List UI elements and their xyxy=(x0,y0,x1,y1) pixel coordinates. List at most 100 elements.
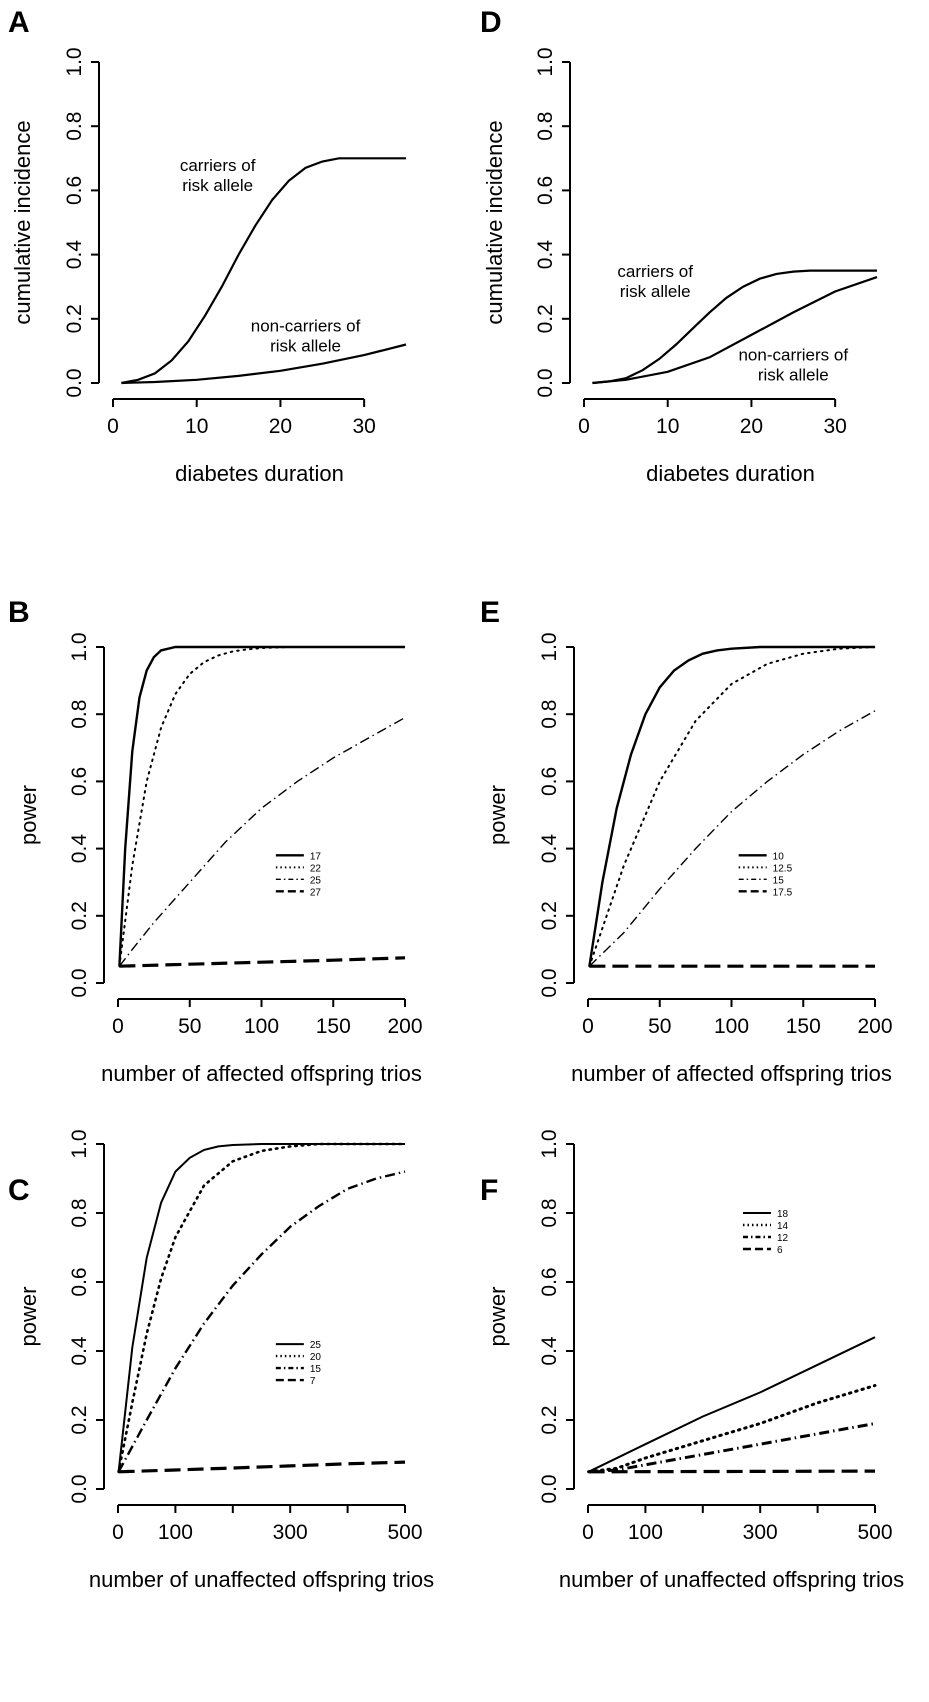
legend-label: 10 xyxy=(773,851,785,862)
x-tick-label: 300 xyxy=(273,1521,308,1544)
series-line-25 xyxy=(117,1143,405,1472)
legend-label: 12.5 xyxy=(773,863,793,874)
y-axis-title: cumulative incidence xyxy=(482,120,507,324)
y-tick-label: 0.0 xyxy=(538,1474,561,1503)
y-tick-label: 0.4 xyxy=(538,1336,561,1366)
x-tick-label: 30 xyxy=(823,415,846,438)
x-tick-label: 200 xyxy=(387,1015,422,1038)
series-line-22 xyxy=(118,646,406,968)
x-axis: 0 50 100 150 200 xyxy=(582,998,893,1038)
x-axis-title: diabetes duration xyxy=(646,461,815,486)
x-axis-title: diabetes duration xyxy=(175,461,344,486)
curve-annotation: non-carriers of risk allele xyxy=(738,346,848,385)
legend-label: 7 xyxy=(310,1376,316,1387)
series-line-1 xyxy=(121,157,406,385)
x-axis-title: number of unaffected offspring trios xyxy=(559,1567,904,1592)
y-tick-label: 0.2 xyxy=(538,901,561,930)
annotation-line: risk allele xyxy=(182,176,253,195)
x-tick-label: 0 xyxy=(582,1015,594,1038)
series-line-10 xyxy=(588,645,875,967)
legend-label: 14 xyxy=(777,1221,789,1232)
x-tick-label: 150 xyxy=(316,1015,351,1038)
series-line-2 xyxy=(121,343,407,385)
y-tick-label: 0.2 xyxy=(534,304,557,333)
x-tick-label: 50 xyxy=(648,1015,671,1038)
y-tick-label: 0.2 xyxy=(68,901,91,930)
y-axis: 0.0 0.2 0.4 0.6 0.8 1.0 xyxy=(68,632,105,998)
panel-letter: C xyxy=(8,1174,30,1207)
x-tick-label: 50 xyxy=(178,1015,201,1038)
panel-f: F 0.0 0.2 0.4 0.6 0.8 1.0 0 100 300 500 number of u… xyxy=(480,1129,904,1592)
y-tick-label: 1.0 xyxy=(68,1129,91,1158)
y-tick-label: 1.0 xyxy=(534,47,557,76)
x-tick-label: 300 xyxy=(743,1521,778,1544)
y-tick-label: 0.8 xyxy=(538,700,561,729)
y-tick-label: 0.8 xyxy=(534,112,557,141)
y-tick-label: 0.4 xyxy=(538,834,561,864)
x-axis-title: number of affected offspring trios xyxy=(571,1061,892,1086)
y-axis-title: power xyxy=(16,1287,41,1347)
y-tick-label: 0.0 xyxy=(534,368,557,397)
series-line-15 xyxy=(588,710,876,967)
series-line-20 xyxy=(117,1142,407,1474)
y-tick-label: 0.8 xyxy=(68,700,91,729)
y-axis-title: cumulative incidence xyxy=(10,120,35,324)
series-line-27 xyxy=(119,956,406,968)
legend-label: 15 xyxy=(773,875,785,886)
y-axis: 0.0 0.2 0.4 0.6 0.8 1.0 xyxy=(68,1129,105,1504)
legend-label: 27 xyxy=(310,887,322,898)
series-line-17 xyxy=(118,645,405,967)
legend-label: 12 xyxy=(777,1233,789,1244)
x-tick-label: 100 xyxy=(158,1521,193,1544)
panel-b: B 0.0 0.2 0.4 0.6 0.8 1.0 0 50 100 150 200 number of… xyxy=(8,596,423,1086)
x-tick-label: 10 xyxy=(185,415,208,438)
y-tick-label: 0.0 xyxy=(68,1474,91,1503)
legend-label: 15 xyxy=(310,1364,322,1375)
x-tick-label: 150 xyxy=(786,1015,821,1038)
annotation-line: non-carriers of xyxy=(738,346,848,365)
series-line-18 xyxy=(588,1336,876,1473)
annotation-line: risk allele xyxy=(270,337,341,356)
x-axis: 0 100 300 500 xyxy=(582,1504,893,1544)
x-tick-label: 0 xyxy=(112,1521,124,1544)
annotation-line: risk allele xyxy=(620,282,691,301)
legend-label: 25 xyxy=(310,875,322,886)
x-axis: 0 10 20 30 xyxy=(107,398,376,438)
y-tick-label: 0.6 xyxy=(63,176,86,205)
panel-d: D 0.0 0.2 0.4 0.6 0.8 1.0 0 10 20 30 diabetes durat… xyxy=(480,6,878,486)
panel-c: C 0.0 0.2 0.4 0.6 0.8 1.0 0 100 300 500 number of u… xyxy=(8,1129,434,1592)
y-tick-label: 0.6 xyxy=(68,767,91,796)
series-line-12 xyxy=(588,1422,876,1474)
legend-label: 6 xyxy=(777,1245,783,1256)
panel-e: E 0.0 0.2 0.4 0.6 0.8 1.0 0 50 100 150 200 number of… xyxy=(480,596,893,1086)
series-line-6 xyxy=(588,1469,876,1474)
series-line-2 xyxy=(592,276,878,385)
series-line-15 xyxy=(117,1170,406,1473)
panel-letter: F xyxy=(480,1174,498,1207)
y-tick-label: 0.0 xyxy=(538,968,561,997)
y-tick-label: 0.8 xyxy=(63,112,86,141)
panel-a: A 0.0 0.2 0.4 0.6 0.8 1.0 0 10 20 30 diabetes durat… xyxy=(8,6,407,486)
annotation-line: risk allele xyxy=(758,366,829,385)
legend-label: 17 xyxy=(310,851,322,862)
y-tick-label: 0.0 xyxy=(68,968,91,997)
annotation-line: non-carriers of xyxy=(251,317,361,336)
x-tick-label: 30 xyxy=(352,415,375,438)
panel-letter: E xyxy=(480,596,500,629)
y-tick-label: 0.2 xyxy=(63,304,86,333)
x-tick-label: 20 xyxy=(740,415,763,438)
y-tick-label: 0.4 xyxy=(63,240,86,270)
series-line-12.5 xyxy=(588,646,876,968)
legend-label: 25 xyxy=(310,1340,322,1351)
x-tick-label: 500 xyxy=(857,1521,892,1544)
series-line-1 xyxy=(592,269,877,385)
y-tick-label: 0.6 xyxy=(538,767,561,796)
y-tick-label: 0.6 xyxy=(534,176,557,205)
y-axis-title: power xyxy=(485,1287,510,1347)
y-tick-label: 1.0 xyxy=(68,632,91,661)
series-line-25 xyxy=(118,716,406,967)
legend-label: 22 xyxy=(310,863,322,874)
